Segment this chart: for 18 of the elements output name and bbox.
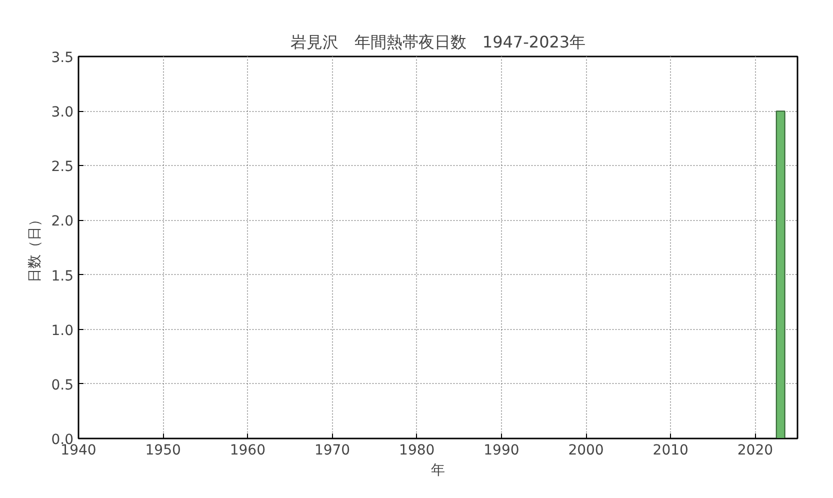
x-tick-label: 1990: [484, 442, 520, 458]
y-tick-label: 0.5: [51, 377, 74, 394]
x-tick-label: 1970: [314, 442, 350, 458]
y-tick-label: 3.5: [51, 50, 74, 66]
x-tick-label: 1950: [145, 442, 181, 458]
x-tick-label: 2020: [737, 442, 774, 458]
chart-title: 岩見沢 年間熱帯夜日数 1947-2023年: [290, 32, 586, 52]
y-tick-label: 3.0: [51, 104, 74, 121]
y-axis-title: 日数（日）: [27, 212, 44, 282]
y-tick-label: 2.5: [51, 159, 74, 176]
y-tick-label: 2.0: [51, 214, 74, 230]
x-tick-label: 1980: [399, 442, 435, 458]
x-axis-title: 年: [431, 462, 445, 478]
x-tick-label: 2000: [568, 442, 604, 458]
y-tick-label: 1.0: [51, 322, 74, 339]
x-tick-label: 2010: [652, 442, 688, 458]
x-tick-label: 1960: [230, 442, 266, 458]
y-tick-label: 1.5: [51, 268, 74, 284]
